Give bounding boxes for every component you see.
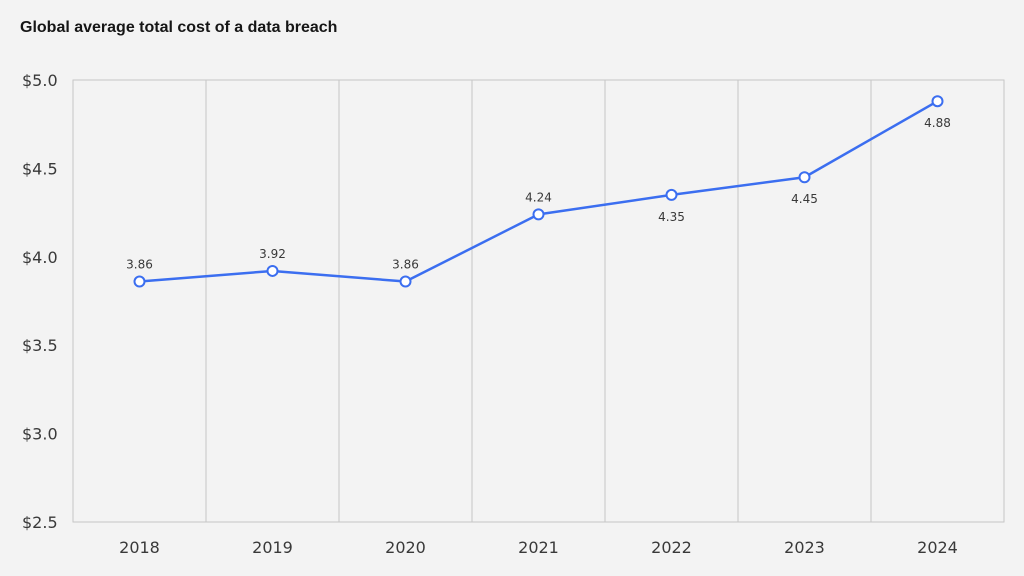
chart-title: Global average total cost of a data brea… <box>20 19 338 36</box>
y-tick-label: $5.0 <box>22 71 58 90</box>
data-point[interactable] <box>266 264 279 277</box>
data-point[interactable] <box>931 95 944 108</box>
y-axis-tick-labels: $2.5 $3.0 $3.5 $4.0 $4.5 $5.0 <box>22 71 58 532</box>
data-labels: 3.86 3.92 3.86 4.24 4.35 4.45 4.88 <box>126 116 951 271</box>
grid-lines <box>72 79 1005 523</box>
x-tick-label: 2022 <box>651 538 692 557</box>
x-tick-label: 2021 <box>518 538 559 557</box>
x-tick-label: 2023 <box>784 538 825 557</box>
data-point[interactable] <box>532 208 545 221</box>
data-point[interactable] <box>399 275 412 288</box>
x-tick-label: 2024 <box>917 538 958 557</box>
y-tick-label: $3.5 <box>22 336 58 355</box>
data-label: 3.92 <box>259 247 286 261</box>
data-point[interactable] <box>798 171 811 184</box>
data-point[interactable] <box>133 275 146 288</box>
data-label: 3.86 <box>392 258 419 272</box>
x-axis-tick-labels: 2018 2019 2020 2021 2022 2023 2024 <box>119 538 958 557</box>
data-label: 4.88 <box>924 116 951 130</box>
data-label: 4.35 <box>658 210 685 224</box>
y-tick-label: $3.0 <box>22 425 58 444</box>
data-label: 3.86 <box>126 258 153 272</box>
data-label: 4.24 <box>525 190 552 204</box>
data-point[interactable] <box>665 188 678 201</box>
x-tick-label: 2019 <box>252 538 293 557</box>
y-tick-label: $2.5 <box>22 513 58 532</box>
data-label: 4.45 <box>791 192 818 206</box>
x-tick-label: 2020 <box>385 538 426 557</box>
plot-frame <box>72 79 1005 523</box>
y-tick-label: $4.0 <box>22 248 58 267</box>
x-tick-label: 2018 <box>119 538 160 557</box>
series-points <box>133 95 944 288</box>
y-tick-label: $4.5 <box>22 159 58 178</box>
